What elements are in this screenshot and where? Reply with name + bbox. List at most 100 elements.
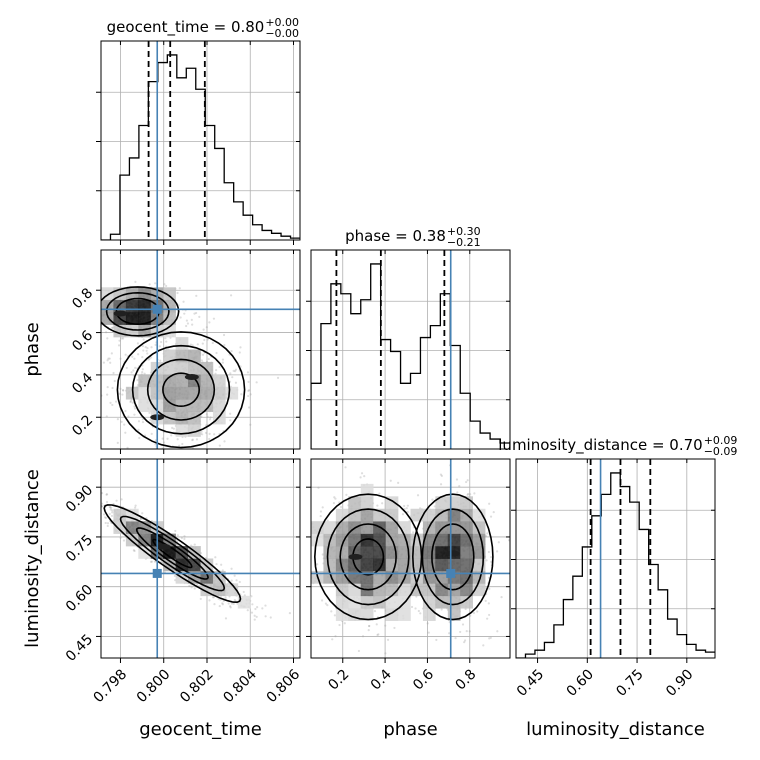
- density-cell: [138, 299, 152, 313]
- sample-point: [230, 602, 234, 605]
- sample-point: [106, 524, 109, 528]
- sample-point: [105, 493, 109, 496]
- sample-point: [136, 379, 139, 382]
- sample-point: [305, 603, 307, 605]
- axes-frame: [100, 40, 301, 241]
- sample-point: [466, 479, 469, 482]
- sample-point: [129, 400, 132, 404]
- sample-point: [233, 370, 237, 373]
- sample-point: [381, 502, 384, 505]
- sample-point: [200, 430, 203, 433]
- sample-point: [109, 506, 112, 509]
- sample-point: [190, 318, 193, 322]
- histogram-bin: [311, 383, 321, 449]
- sample-point: [221, 603, 224, 606]
- sample-point: [229, 606, 232, 609]
- sample-point: [105, 500, 109, 504]
- sample-point: [458, 485, 461, 488]
- sample-point: [242, 590, 245, 594]
- sample-point: [461, 623, 465, 626]
- sample-point: [195, 311, 198, 315]
- density-cell: [360, 483, 374, 497]
- sample-point: [410, 605, 414, 609]
- sample-point: [386, 638, 390, 641]
- sample-point: [326, 519, 329, 522]
- density-cell: [335, 583, 349, 597]
- sample-point: [326, 604, 329, 607]
- histogram-bin: [196, 89, 205, 240]
- sample-point: [189, 343, 192, 346]
- histogram-bin: [687, 644, 696, 658]
- density-cell: [163, 312, 176, 325]
- sample-point: [488, 502, 491, 505]
- sample-point: [213, 603, 216, 606]
- sample-point: [343, 622, 346, 625]
- sample-point: [204, 431, 208, 434]
- sample-point: [113, 379, 116, 383]
- histogram-bin: [706, 652, 715, 658]
- histogram-bin: [696, 650, 705, 658]
- sample-point: [250, 611, 254, 614]
- sample-point: [122, 337, 125, 340]
- sample-point: [305, 549, 307, 551]
- sample-point: [111, 509, 114, 512]
- sample-point: [230, 579, 233, 582]
- panel-geocent_time-vs-phase: [83, 249, 301, 454]
- sample-point: [476, 610, 479, 613]
- sample-point: [439, 483, 443, 486]
- sample-point: [251, 603, 254, 606]
- sample-point: [288, 612, 291, 615]
- sample-point: [111, 326, 114, 329]
- sample-point: [83, 447, 85, 449]
- sample-point: [412, 531, 415, 534]
- sample-point: [111, 511, 114, 514]
- sample-point: [208, 451, 210, 453]
- contour-line: [116, 331, 246, 449]
- sample-point: [134, 366, 137, 369]
- density-cell: [212, 386, 226, 400]
- histogram-bin: [658, 590, 667, 658]
- sample-point: [141, 371, 144, 374]
- density-cell: [125, 312, 139, 325]
- sample-point: [234, 368, 238, 371]
- sample-point: [316, 563, 319, 566]
- sample-point: [440, 474, 443, 477]
- sample-point: [201, 342, 204, 345]
- panel-title: luminosity_distance = 0.70: [498, 436, 702, 455]
- sample-point: [333, 496, 336, 499]
- sample-point: [305, 625, 307, 627]
- sample-point: [109, 361, 112, 364]
- density-cell: [175, 411, 189, 425]
- sample-point: [229, 419, 232, 422]
- sample-point: [376, 504, 379, 507]
- sample-point: [133, 357, 136, 360]
- sample-point: [485, 559, 488, 562]
- histogram-bin: [430, 326, 440, 449]
- sample-point: [121, 388, 125, 392]
- sample-point: [486, 532, 489, 535]
- sample-point: [150, 346, 153, 349]
- density-cell: [335, 608, 349, 621]
- sample-point: [235, 579, 238, 582]
- sample-point: [339, 505, 343, 509]
- sample-point: [142, 349, 145, 352]
- sample-point: [469, 614, 472, 617]
- density-cell: [447, 533, 461, 547]
- sample-point: [321, 506, 324, 509]
- sample-point: [158, 345, 161, 348]
- sample-point: [171, 426, 174, 429]
- sample-point: [484, 534, 488, 537]
- density-cell: [360, 608, 374, 621]
- sample-point: [303, 521, 305, 523]
- sample-point: [74, 473, 76, 475]
- sample-point: [109, 508, 112, 511]
- density-cell: [435, 558, 449, 572]
- sample-point: [333, 614, 336, 617]
- sample-point: [124, 353, 127, 356]
- sample-point: [468, 630, 471, 633]
- sample-point: [93, 315, 95, 317]
- axes-frame: [100, 249, 301, 450]
- sample-point: [124, 409, 127, 413]
- sample-point: [104, 521, 107, 525]
- sample-point: [297, 580, 299, 582]
